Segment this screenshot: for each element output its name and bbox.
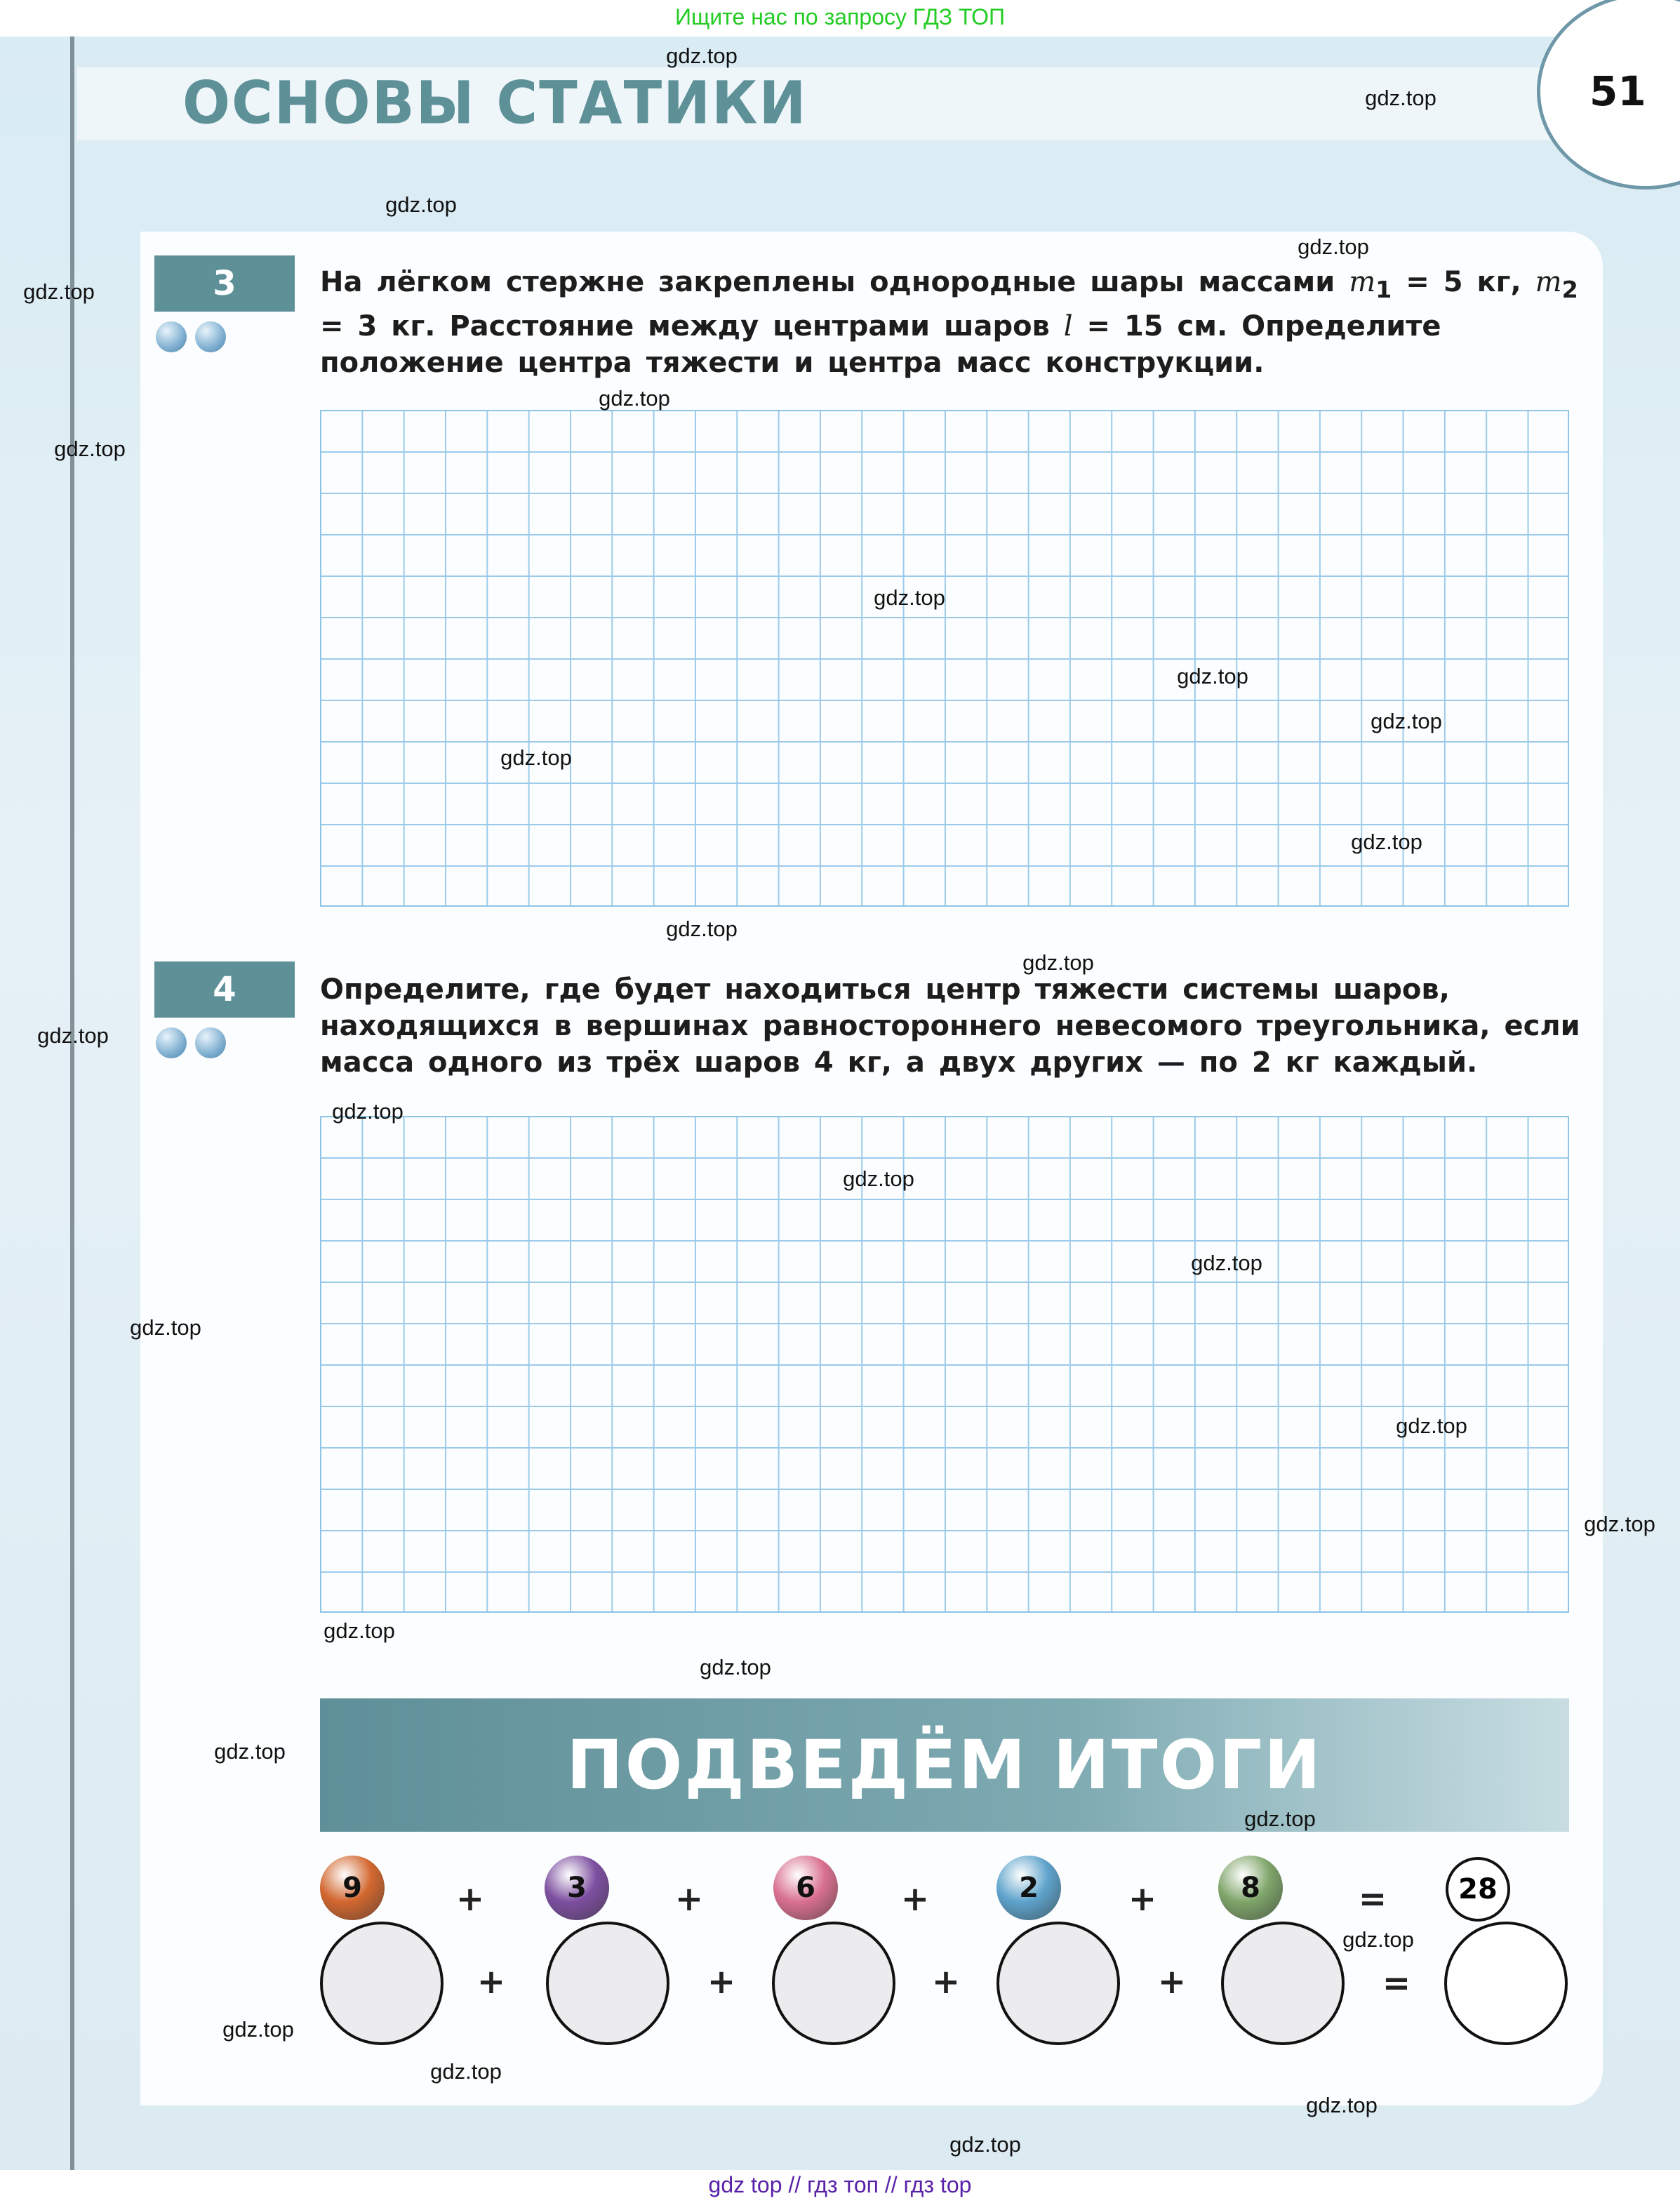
- difficulty-dot-icon: [195, 321, 226, 352]
- plus-sign: +: [900, 1879, 930, 1919]
- equals-sign: =: [1382, 1964, 1411, 2003]
- equals-sign: =: [1358, 1879, 1387, 1919]
- watermark-text: gdz.top: [222, 2017, 294, 2042]
- plus-sign: +: [455, 1879, 485, 1919]
- number-ball-2: 2: [996, 1856, 1061, 1920]
- watermark-text: gdz.top: [1396, 1413, 1467, 1438]
- task-3-difficulty: [156, 321, 226, 352]
- watermark-text: gdz.top: [1244, 1806, 1316, 1831]
- number-ball-8: 8: [1218, 1856, 1283, 1920]
- watermark-text: gdz.top: [1298, 234, 1369, 259]
- title-band: [77, 67, 1551, 140]
- watermark-text: gdz.top: [1371, 709, 1442, 733]
- watermark-text: gdz.top: [1191, 1251, 1262, 1275]
- difficulty-dot-icon: [156, 321, 187, 352]
- watermark-text: gdz.top: [1365, 86, 1436, 110]
- watermark-text: gdz.top: [949, 2132, 1021, 2157]
- task-4-difficulty: [156, 1027, 226, 1058]
- watermark-text: gdz.top: [324, 1618, 395, 1643]
- plus-sign: +: [707, 1962, 736, 2002]
- task-3-badge: 3: [154, 255, 295, 312]
- answer-circle[interactable]: [1221, 1922, 1345, 2045]
- watermark-text: gdz.top: [700, 1655, 771, 1679]
- task-3-text: На лёгком стержне закреплены однородные …: [320, 266, 1578, 379]
- watermark-text: gdz.top: [385, 192, 457, 217]
- number-ball-6: 6: [773, 1856, 838, 1920]
- number-ball-9: 9: [320, 1856, 385, 1920]
- watermark-text: gdz.top: [1584, 1512, 1655, 1536]
- plus-sign: +: [1128, 1879, 1157, 1919]
- watermark-text: gdz.top: [37, 1023, 109, 1048]
- summary-title: ПОДВЕДЁМ ИТОГИ: [566, 1726, 1323, 1804]
- promo-text[interactable]: Ищите нас по запросу ГДЗ ТОП: [675, 4, 1005, 29]
- watermark-text: gdz.top: [843, 1166, 914, 1191]
- number-ball-3: 3: [545, 1856, 609, 1920]
- watermark-text: gdz.top: [666, 917, 738, 941]
- watermark-text: gdz.top: [23, 279, 95, 304]
- watermark-text: gdz.top: [54, 437, 126, 461]
- answer-circle[interactable]: [772, 1922, 895, 2045]
- task-3-answer-grid[interactable]: [320, 410, 1569, 907]
- difficulty-dot-icon: [195, 1027, 226, 1058]
- watermark-text: gdz.top: [500, 745, 572, 770]
- watermark-text: gdz.top: [130, 1315, 201, 1340]
- difficulty-dot-icon: [156, 1027, 187, 1058]
- top-promo-bar: Ищите нас по запросу ГДЗ ТОП: [0, 0, 1680, 36]
- watermark-text: gdz.top: [430, 2059, 502, 2084]
- answer-circle[interactable]: [996, 1922, 1120, 2045]
- footer-links[interactable]: gdz top // гдз топ // гдз top: [708, 2172, 972, 2197]
- total-answer-circle[interactable]: [1444, 1922, 1568, 2045]
- watermark-text: gdz.top: [214, 1739, 286, 1764]
- watermark-text: gdz.top: [1342, 1927, 1414, 1952]
- plus-sign: +: [674, 1879, 704, 1919]
- summary-banner: ПОДВЕДЁМ ИТОГИ: [320, 1698, 1569, 1832]
- watermark-text: gdz.top: [332, 1099, 404, 1124]
- task-4-text: Определите, где будет находиться центр т…: [320, 973, 1580, 1079]
- plus-sign: +: [1157, 1962, 1187, 2002]
- footer-bar: gdz top // гдз топ // гдз top: [0, 2170, 1680, 2203]
- plus-sign: +: [476, 1962, 506, 2002]
- watermark-text: gdz.top: [1177, 664, 1248, 688]
- watermark-text: gdz.top: [1022, 950, 1094, 975]
- watermark-text: gdz.top: [1306, 2093, 1378, 2117]
- page-number: 51: [1589, 67, 1646, 115]
- page-spine: [70, 36, 74, 2170]
- page-title: ОСНОВЫ СТАТИКИ: [182, 68, 808, 138]
- watermark-text: gdz.top: [1351, 830, 1422, 854]
- watermark-text: gdz.top: [666, 44, 738, 68]
- answer-circle[interactable]: [320, 1922, 444, 2045]
- plus-sign: +: [931, 1962, 961, 2002]
- task-4-answer-grid[interactable]: [320, 1116, 1569, 1613]
- watermark-text: gdz.top: [874, 585, 945, 610]
- task-4-badge: 4: [154, 961, 295, 1018]
- total-circle: 28: [1446, 1857, 1510, 1922]
- watermark-text: gdz.top: [599, 386, 670, 411]
- answer-circle[interactable]: [546, 1922, 669, 2045]
